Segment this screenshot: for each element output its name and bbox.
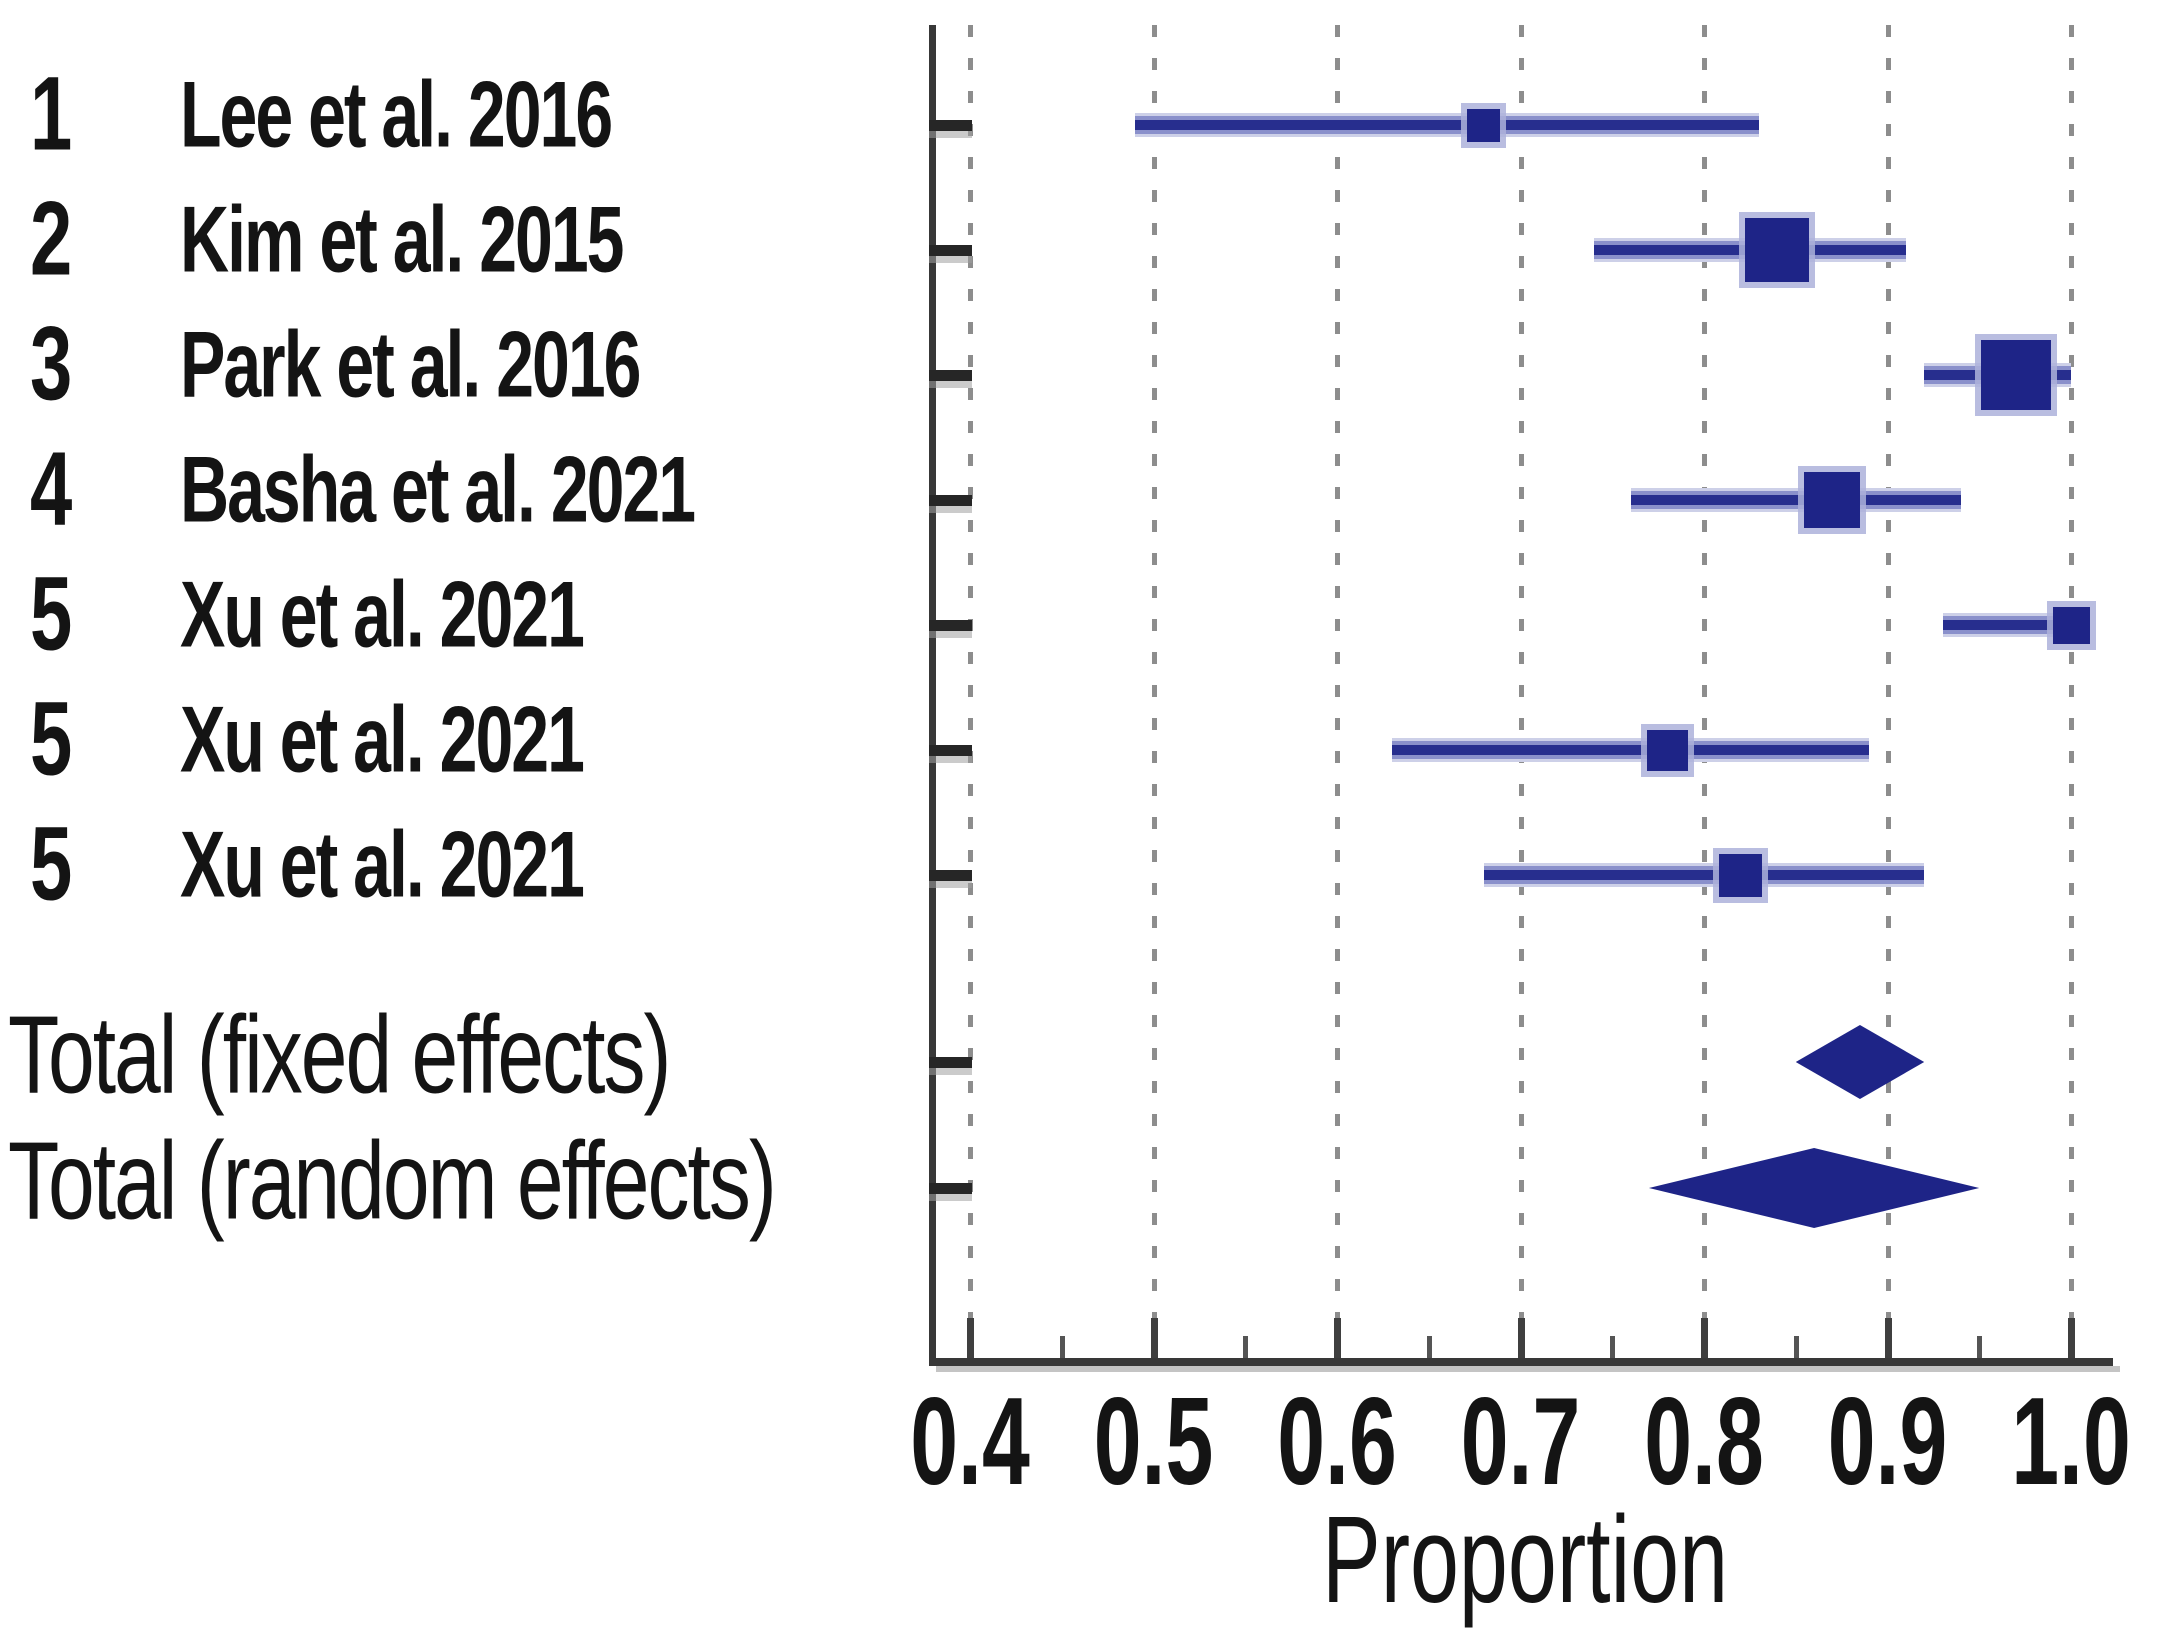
- x-axis-major-tick: [2068, 1318, 2075, 1358]
- x-axis-tick-label: 0.7: [1460, 1372, 1581, 1512]
- study-number: 4: [30, 430, 73, 548]
- confidence-interval-line: [1942, 613, 2071, 637]
- x-axis-line: [929, 1358, 2113, 1366]
- confidence-interval-line: [1135, 113, 1760, 137]
- study-number: 5: [30, 555, 73, 673]
- x-axis-major-tick: [1517, 1318, 1525, 1358]
- x-axis-major-tick: [1701, 1318, 1708, 1358]
- study-label: Xu et al. 2021: [180, 812, 585, 918]
- study-label: Xu et al. 2021: [180, 562, 585, 668]
- x-axis-title: Proportion: [1321, 1490, 1729, 1629]
- x-axis-minor-tick: [1977, 1336, 1983, 1358]
- vertical-gridline: [1151, 25, 1157, 1358]
- point-estimate-square: [2052, 606, 2090, 644]
- confidence-interval-line: [1392, 738, 1870, 762]
- study-label: Kim et al. 2015: [180, 187, 624, 293]
- x-axis-tick-label: 0.6: [1277, 1372, 1397, 1512]
- x-axis-major-tick: [967, 1318, 974, 1358]
- y-axis-row-tick: [929, 745, 972, 756]
- x-axis-major-tick: [1150, 1318, 1158, 1358]
- x-axis-tick-label: 1.0: [2011, 1372, 2131, 1512]
- confidence-interval-line: [1483, 863, 1925, 887]
- study-label: Lee et al. 2016: [180, 62, 613, 168]
- x-axis-tick-label: 0.5: [1093, 1372, 1214, 1512]
- vertical-gridline: [2069, 25, 2074, 1358]
- x-axis-shadow: [936, 1366, 2120, 1372]
- vertical-gridline: [1885, 25, 1891, 1358]
- study-label: Xu et al. 2021: [180, 687, 585, 793]
- study-label: Basha et al. 2021: [180, 437, 696, 543]
- study-number: 1: [30, 55, 73, 173]
- x-axis-major-tick: [1334, 1318, 1341, 1358]
- total-label: Total (random effects): [8, 1117, 777, 1243]
- x-axis-minor-tick: [1059, 1336, 1065, 1358]
- x-axis-major-tick: [1884, 1318, 1892, 1358]
- y-axis-row-tick: [929, 245, 972, 256]
- y-axis-row-tick: [929, 620, 972, 631]
- study-number: 5: [30, 805, 73, 923]
- x-axis-tick-label: 0.4: [910, 1372, 1030, 1512]
- point-estimate-square: [1804, 472, 1861, 528]
- y-axis-row-tick: [929, 870, 972, 881]
- study-label: Park et al. 2016: [180, 312, 641, 418]
- pooled-estimate-diamond: [1648, 1148, 1980, 1228]
- study-number: 3: [30, 305, 73, 423]
- vertical-gridline: [1518, 25, 1524, 1358]
- vertical-gridline: [1702, 25, 1707, 1358]
- point-estimate-square: [1980, 340, 2051, 410]
- vertical-gridline: [968, 25, 973, 1358]
- y-axis-row-tick: [929, 370, 972, 381]
- study-number: 2: [30, 180, 73, 298]
- x-axis-minor-tick: [1243, 1336, 1249, 1358]
- total-label: Total (fixed effects): [8, 991, 671, 1117]
- x-axis-minor-tick: [1426, 1336, 1432, 1358]
- point-estimate-square: [1467, 108, 1501, 142]
- y-axis-row-tick: [929, 120, 972, 131]
- confidence-interval-line: [1630, 488, 1961, 512]
- study-number: 5: [30, 680, 73, 798]
- y-axis-row-tick: [929, 1183, 972, 1194]
- x-axis-minor-tick: [1610, 1336, 1616, 1358]
- y-axis-row-tick: [929, 1057, 972, 1068]
- x-axis-minor-tick: [1793, 1336, 1799, 1358]
- vertical-gridline: [1335, 25, 1340, 1358]
- x-axis-tick-label: 0.8: [1644, 1372, 1764, 1512]
- x-axis-tick-label: 0.9: [1827, 1372, 1948, 1512]
- y-axis-line: [929, 25, 936, 1363]
- point-estimate-square: [1719, 853, 1763, 897]
- pooled-estimate-diamond: [1795, 1025, 1925, 1099]
- point-estimate-square: [1745, 218, 1810, 282]
- point-estimate-square: [1646, 729, 1688, 771]
- y-axis-row-tick: [929, 495, 972, 506]
